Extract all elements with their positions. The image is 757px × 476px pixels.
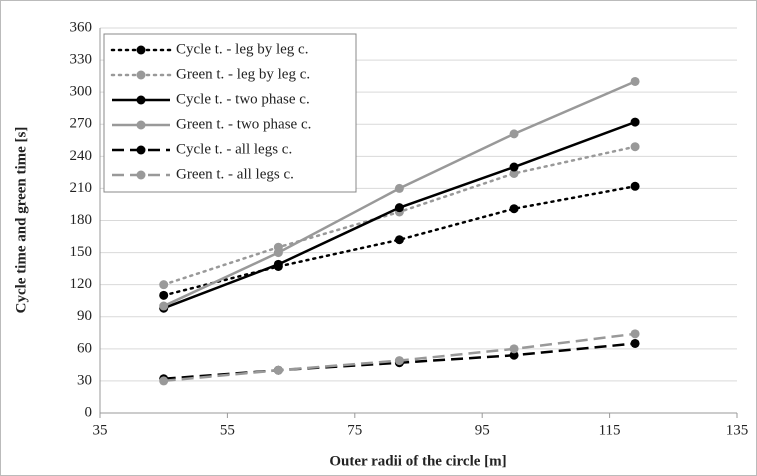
x-tick-label: 55 [220,422,235,438]
x-tick-label: 115 [599,422,621,438]
legend-marker [136,95,146,105]
data-point [159,280,169,290]
data-point [394,356,404,366]
data-point [509,344,519,354]
y-axis-title: Cycle time and green time [s] [13,127,29,314]
y-tick-label: 360 [70,19,93,35]
y-tick-label: 270 [70,116,93,132]
legend-label: Cycle t. - leg by leg c. [176,41,308,57]
y-tick-label: 150 [70,244,93,260]
data-point [273,259,283,269]
y-tick-label: 180 [70,212,93,228]
data-point [630,117,640,127]
data-point [509,168,519,178]
data-point [394,183,404,193]
data-point [630,76,640,86]
y-tick-label: 300 [70,84,93,100]
data-point [509,129,519,139]
data-point [273,365,283,375]
y-tick-label: 60 [77,340,92,356]
legend-label: Green t. - leg by leg c. [176,66,310,82]
data-point [630,181,640,191]
y-tick-label: 0 [85,404,93,420]
data-point [273,248,283,258]
legend-marker [136,145,146,155]
data-point [630,338,640,348]
data-point [159,376,169,386]
x-tick-label: 135 [726,422,749,438]
data-point [630,329,640,339]
legend-box [103,33,357,193]
data-point [509,204,519,214]
y-tick-label: 90 [77,308,92,324]
series-line [162,185,637,297]
legend-label: Green t. - two phase c. [176,116,311,132]
y-tick-label: 210 [70,180,93,196]
data-point [394,203,404,213]
legend-label: Cycle t. - all legs c. [176,141,292,157]
data-point [159,301,169,311]
legend-marker [136,120,146,130]
x-tick-label: 95 [475,422,490,438]
data-point [630,142,640,152]
y-tick-label: 120 [70,276,93,292]
legend-marker [136,45,146,55]
x-tick-label: 35 [93,422,108,438]
x-tick-label: 75 [347,422,362,438]
y-tick-label: 30 [77,372,92,388]
x-axis-title: Outer radii of the circle [m] [329,453,506,469]
data-point [159,290,169,300]
data-point [509,162,519,172]
legend-label: Cycle t. - two phase c. [176,91,310,107]
y-tick-label: 330 [70,52,93,68]
y-tick-label: 240 [70,148,93,164]
data-point [509,350,519,360]
legend-label: Green t. - all legs c. [176,166,294,182]
legend-marker [136,70,146,80]
data-point [394,235,404,245]
legend-marker [136,170,146,180]
